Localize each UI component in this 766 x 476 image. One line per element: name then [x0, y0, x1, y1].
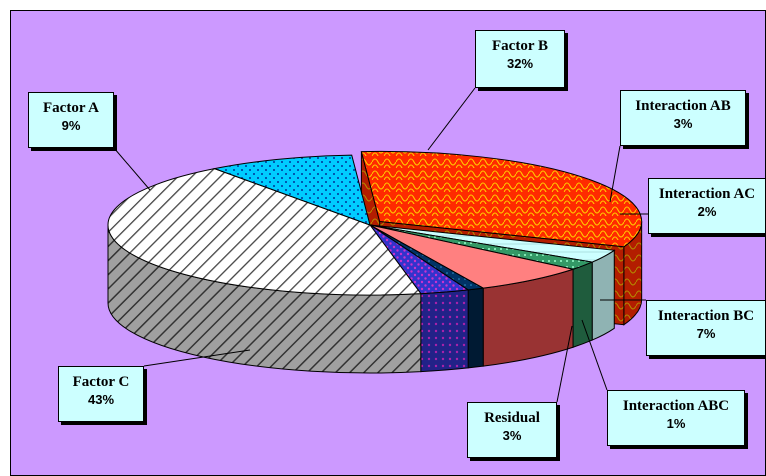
- leader-residual: [556, 325, 573, 403]
- label-factor-a: Factor A 9%: [28, 92, 114, 148]
- pie-slice-interaction-bc: [369, 224, 575, 289]
- label-percent-interaction-bc: 7%: [696, 325, 716, 341]
- label-interaction-ab: Interaction AB 3%: [620, 90, 746, 146]
- label-percent-factor-c: 43%: [87, 391, 115, 407]
- label-percent-factor-a: 9%: [61, 117, 81, 133]
- label-interaction-ac: Interaction AC 2%: [648, 178, 766, 234]
- label-name-factor-a: Factor A: [43, 100, 99, 116]
- label-percent-interaction-ac: 2%: [697, 203, 717, 219]
- leader-factor-b: [427, 87, 476, 151]
- leader-interaction-ab: [609, 145, 621, 203]
- label-name-factor-b: Factor B: [492, 38, 548, 54]
- leader-interaction-abc: [581, 319, 608, 391]
- leader-factor-a: [113, 147, 151, 191]
- label-percent-residual: 3%: [502, 427, 522, 443]
- pie-slice-factor-b: [360, 150, 643, 248]
- label-name-interaction-ab: Interaction AB: [635, 98, 731, 114]
- label-percent-interaction-ab: 3%: [673, 115, 693, 131]
- label-name-interaction-abc: Interaction ABC: [622, 398, 730, 414]
- pie-tops: [107, 150, 643, 296]
- label-name-interaction-bc: Interaction BC: [657, 308, 755, 324]
- pie-side-interaction-ab: [591, 249, 615, 341]
- label-percent-factor-b: 32%: [506, 55, 534, 71]
- label-factor-c: Factor C 43%: [58, 366, 144, 422]
- leader-lines: [113, 87, 648, 403]
- label-name-interaction-ac: Interaction AC: [658, 186, 756, 202]
- pie-side-interaction-ac: [572, 261, 593, 348]
- label-name-factor-c: Factor C: [72, 374, 130, 390]
- label-name-residual: Residual: [484, 410, 540, 426]
- label-interaction-bc: Interaction BC 7%: [646, 300, 766, 356]
- pie-side-residual: [420, 289, 469, 373]
- pie-slice-factor-c: [107, 168, 422, 296]
- label-residual: Residual 3%: [467, 402, 557, 458]
- leader-factor-c: [143, 349, 251, 367]
- label-factor-b: Factor B 32%: [475, 30, 565, 88]
- pie-side-interaction-abc: [467, 287, 484, 369]
- pie-slice-factor-a: [212, 154, 371, 226]
- label-percent-interaction-abc: 1%: [666, 415, 686, 431]
- label-interaction-abc: Interaction ABC 1%: [607, 390, 745, 446]
